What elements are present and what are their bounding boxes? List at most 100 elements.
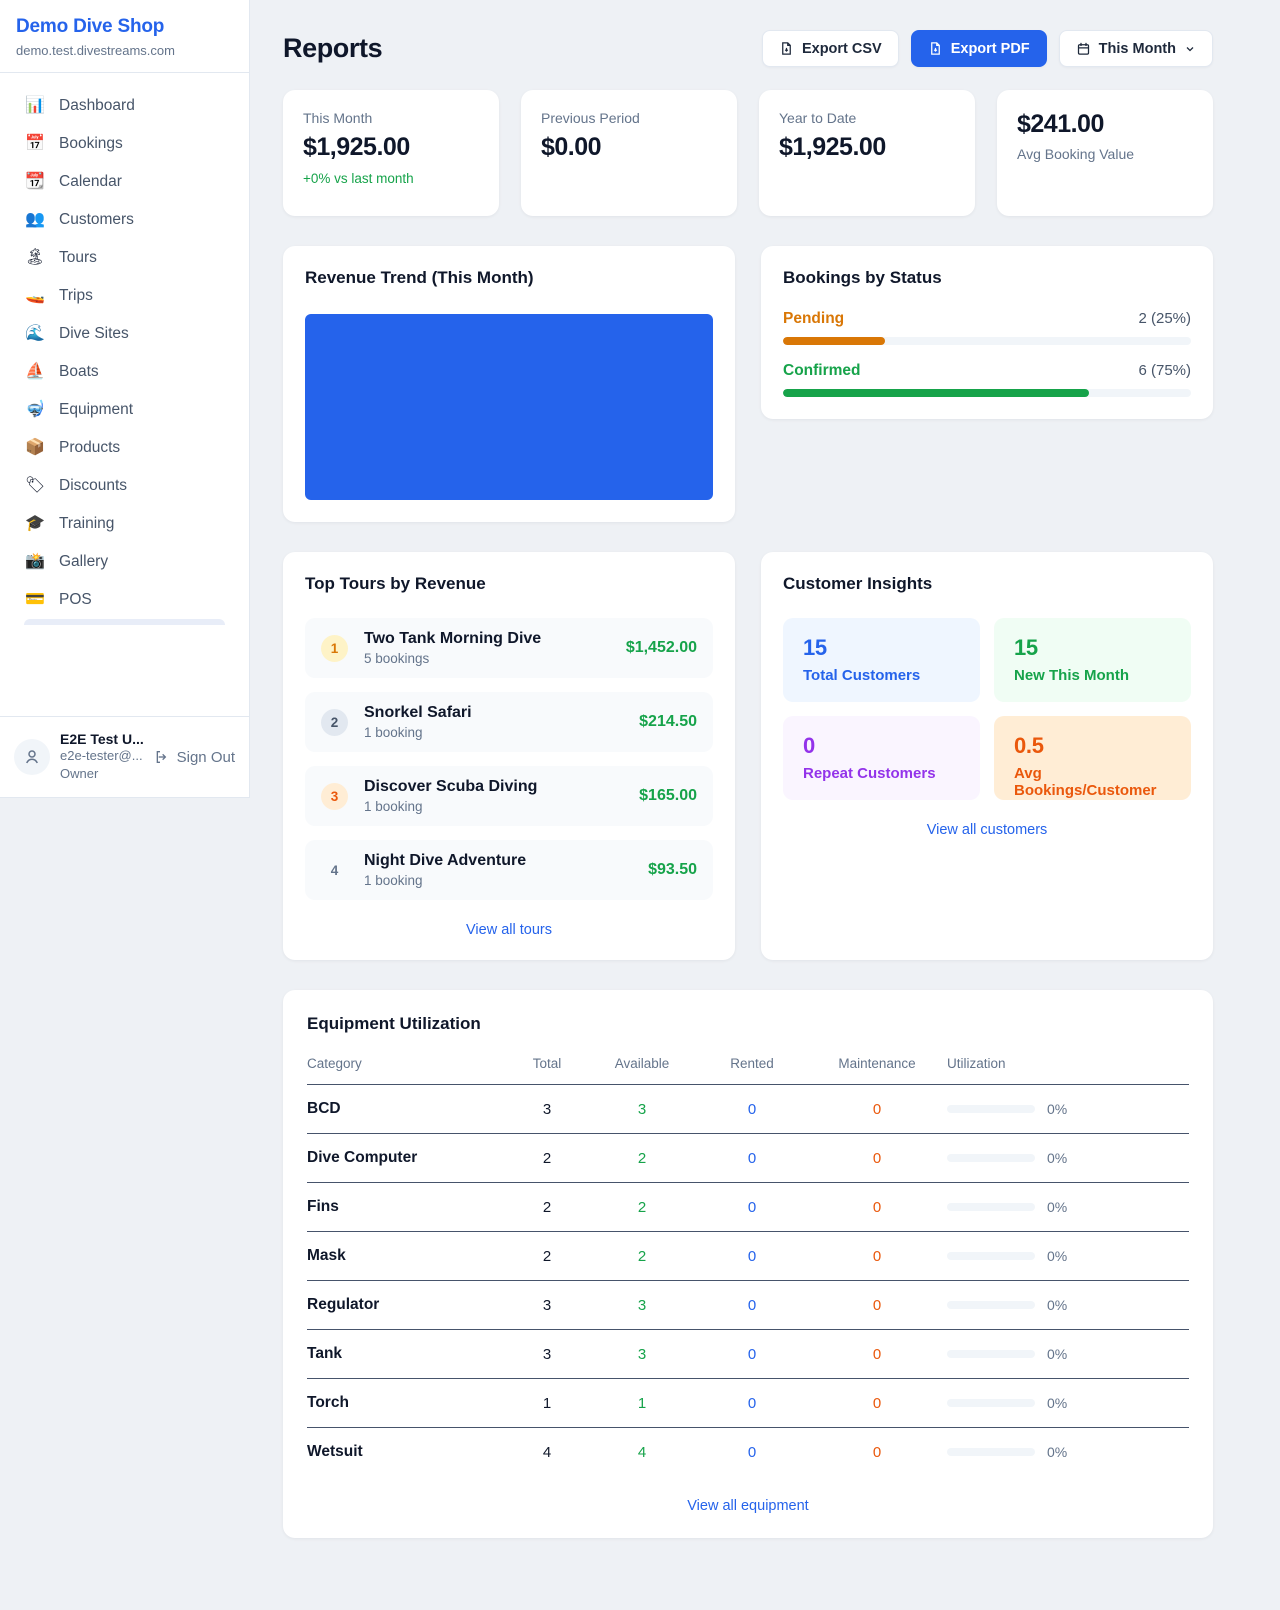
view-all-equipment-link[interactable]: View all equipment [687, 1498, 809, 1514]
equipment-maintenance: 0 [872, 1149, 882, 1167]
insight-value: 15 [1014, 635, 1038, 660]
sidebar-item-customers[interactable]: 👥 Customers [12, 201, 237, 239]
table-row: Wetsuit 4 4 0 0 0% [307, 1428, 1189, 1476]
table-row: Regulator 3 3 0 0 0% [307, 1281, 1189, 1330]
equipment-maintenance: 0 [872, 1345, 882, 1363]
utilization-percent: 0% [1047, 1297, 1068, 1313]
equipment-maintenance: 0 [872, 1296, 882, 1314]
sidebar-item-bookings[interactable]: 📅 Bookings [12, 125, 237, 163]
utilization-percent: 0% [1047, 1395, 1068, 1411]
sidebar: Demo Dive Shop demo.test.divestreams.com… [0, 0, 250, 798]
equipment-category: Fins [307, 1198, 339, 1215]
table-row: Tank 3 3 0 0 0% [307, 1330, 1189, 1379]
sign-out-button[interactable]: Sign Out [154, 749, 235, 766]
table-row: Mask 2 2 0 0 0% [307, 1232, 1189, 1281]
graduation-cap-icon: 🎓 [25, 515, 45, 532]
tour-name: Snorkel Safari [364, 704, 472, 721]
bookings-calendar-icon: 📅 [25, 135, 45, 152]
sidebar-item-tours[interactable]: 🏝 Tours [12, 239, 237, 277]
sidebar-item-training[interactable]: 🎓 Training [12, 505, 237, 543]
export-pdf-button[interactable]: Export PDF [910, 30, 1047, 67]
view-all-tours-link[interactable]: View all tours [466, 922, 552, 938]
sidebar-item-equipment[interactable]: 🤿 Equipment [12, 391, 237, 429]
sidebar-item-label: Gallery [59, 553, 109, 570]
equipment-available: 3 [637, 1345, 647, 1363]
sidebar-item-label: Discounts [59, 477, 128, 494]
status-row-confirmed: Confirmed 6 (75%) [783, 362, 1191, 397]
wave-icon: 🌊 [25, 325, 45, 342]
tour-revenue: $93.50 [648, 861, 697, 878]
sidebar-nav: 📊 Dashboard 📅 Bookings 📆 Calendar 👥 Cust… [0, 73, 249, 625]
sidebar-item-dive-sites[interactable]: 🌊 Dive Sites [12, 315, 237, 353]
equipment-total: 4 [542, 1443, 552, 1461]
sidebar-item-products[interactable]: 📦 Products [12, 429, 237, 467]
view-all-customers-link[interactable]: View all customers [926, 822, 1048, 838]
revenue-trend-chart [305, 314, 713, 500]
status-count: 2 (25%) [1138, 310, 1191, 327]
status-label: Pending [783, 310, 845, 327]
column-header: Available [614, 1056, 670, 1071]
calendar-icon: 📆 [25, 173, 45, 190]
equipment-total: 3 [542, 1100, 552, 1118]
equipment-utilization-cell: 0% [947, 1395, 1189, 1411]
sidebar-item-label: POS [59, 591, 92, 608]
sidebar-item-discounts[interactable]: 🏷 Discounts [12, 467, 237, 505]
stat-label: Avg Booking Value [1017, 146, 1135, 162]
main-content: Reports Export CSV Export PDF This Month [283, 0, 1213, 1583]
equipment-category: Torch [307, 1394, 349, 1411]
table-row: BCD 3 3 0 0 0% [307, 1085, 1189, 1134]
equipment-total: 2 [542, 1198, 552, 1216]
equipment-available: 3 [637, 1100, 647, 1118]
insight-grid: 15 Total Customers 15 New This Month 0 R… [783, 618, 1191, 800]
revenue-trend-title: Revenue Trend (This Month) [305, 268, 534, 287]
status-count: 6 (75%) [1138, 362, 1191, 379]
sidebar-item-boats[interactable]: ⛵ Boats [12, 353, 237, 391]
equipment-rented: 0 [747, 1198, 757, 1216]
tour-revenue: $1,452.00 [625, 639, 697, 656]
tour-list: 1 Two Tank Morning Dive 5 bookings $1,45… [305, 618, 713, 900]
stat-label: Previous Period [541, 110, 640, 126]
insight-value: 0.5 [1014, 733, 1044, 758]
sidebar-item-label: Boats [59, 363, 99, 380]
export-csv-label: Export CSV [801, 40, 882, 57]
equipment-available: 1 [637, 1394, 647, 1412]
utilization-track [947, 1350, 1035, 1358]
stat-value: $1,925.00 [303, 133, 410, 161]
sidebar-item-trips[interactable]: 🚤 Trips [12, 277, 237, 315]
period-dropdown[interactable]: This Month [1058, 30, 1213, 67]
utilization-percent: 0% [1047, 1346, 1068, 1362]
equipment-maintenance: 0 [872, 1443, 882, 1461]
insight-label: Repeat Customers [803, 765, 936, 782]
stat-value: $1,925.00 [779, 133, 886, 161]
page-header: Reports Export CSV Export PDF This Month [283, 30, 1213, 67]
equipment-utilization-cell: 0% [947, 1248, 1189, 1264]
insight-tile-new-this-month: 15 New This Month [994, 618, 1191, 702]
tour-name: Discover Scuba Diving [364, 778, 538, 795]
equipment-utilization-title: Equipment Utilization [307, 1014, 481, 1033]
diving-mask-icon: 🤿 [25, 401, 45, 418]
equipment-rented: 0 [747, 1247, 757, 1265]
sidebar-item-dashboard[interactable]: 📊 Dashboard [12, 87, 237, 125]
equipment-utilization-cell: 0% [947, 1297, 1189, 1313]
status-label: Confirmed [783, 362, 861, 379]
sidebar-item-label: Bookings [59, 135, 123, 152]
tour-bookings: 1 booking [364, 725, 423, 740]
sidebar-item-gallery[interactable]: 📸 Gallery [12, 543, 237, 581]
sidebar-item-reports-partial[interactable] [24, 619, 225, 625]
utilization-track [947, 1105, 1035, 1113]
sidebar-user-footer: E2E Test U... e2e-tester@... Owner Sign … [0, 716, 249, 797]
equipment-maintenance: 0 [872, 1247, 882, 1265]
stat-label: Year to Date [779, 110, 857, 126]
customers-icon: 👥 [25, 211, 45, 228]
file-download-icon [782, 42, 791, 55]
rank-badge: 4 [330, 862, 339, 878]
page-title: Reports [283, 33, 383, 63]
bookings-by-status-card: Bookings by Status Pending 2 (25%) Confi… [761, 246, 1213, 419]
utilization-track [947, 1399, 1035, 1407]
export-csv-button[interactable]: Export CSV [761, 30, 899, 67]
equipment-available: 2 [637, 1198, 647, 1216]
sidebar-item-pos[interactable]: 💳 POS [12, 581, 237, 619]
utilization-percent: 0% [1047, 1150, 1068, 1166]
sidebar-item-calendar[interactable]: 📆 Calendar [12, 163, 237, 201]
equipment-category: Tank [307, 1345, 343, 1362]
